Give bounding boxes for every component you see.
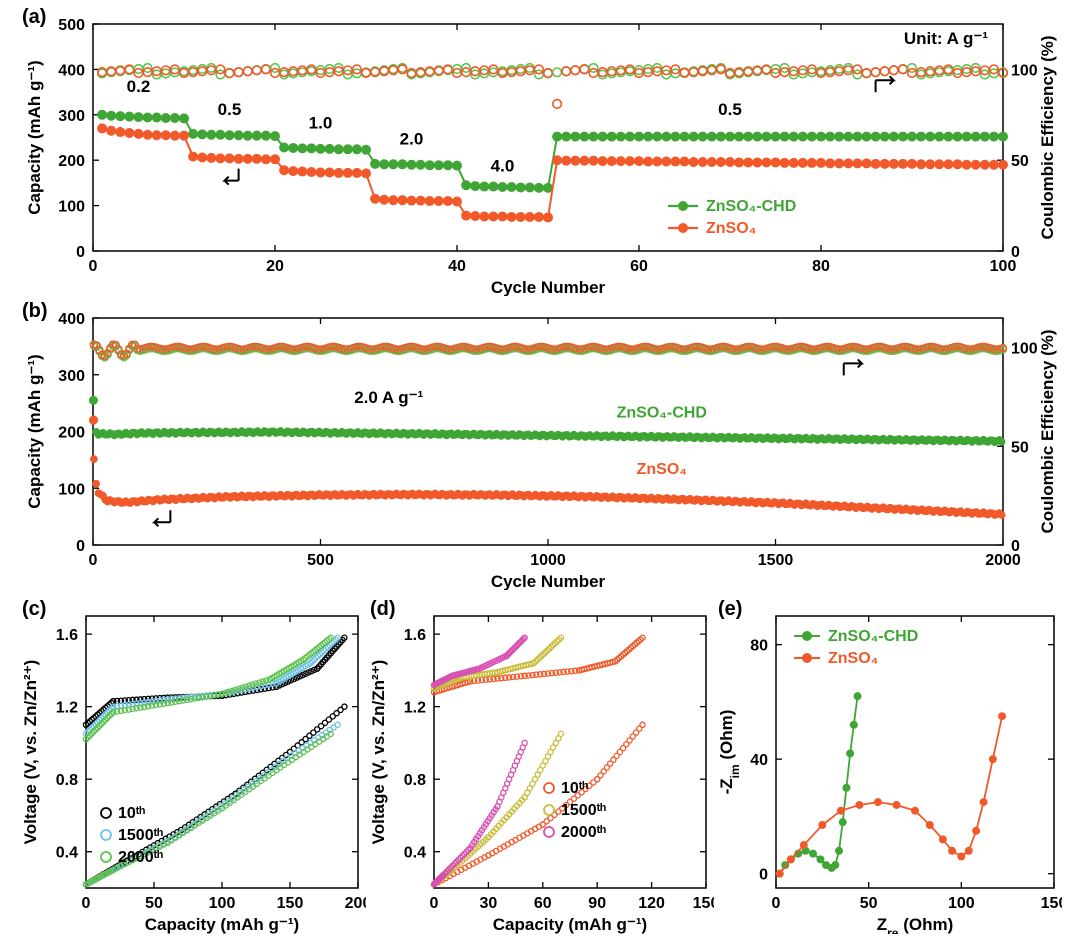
svg-text:Capacity (mAh g⁻¹): Capacity (mAh g⁻¹) — [493, 915, 647, 934]
svg-text:ZnSO₄: ZnSO₄ — [706, 220, 756, 237]
svg-text:Capacity (mAh g⁻¹): Capacity (mAh g⁻¹) — [25, 60, 44, 214]
svg-text:60: 60 — [630, 258, 648, 275]
panel-d: (d) 0 30 60 90 120 150 0.4 0.8 1.2 1.6 Capacity (m… — [366, 598, 714, 934]
svg-text:2000ᵗʰ: 2000ᵗʰ — [561, 824, 606, 841]
panel-c: (c) 0 50 100 150 200 0.4 0.8 1.2 1.6 Capacity (mA… — [18, 598, 366, 934]
svg-text:150: 150 — [1041, 895, 1062, 912]
svg-text:60: 60 — [534, 895, 552, 912]
svg-text:200: 200 — [58, 153, 85, 170]
svg-text:100: 100 — [948, 895, 975, 912]
svg-text:2.0: 2.0 — [400, 129, 424, 148]
svg-text:ZnSO₄-CHD: ZnSO₄-CHD — [828, 628, 918, 645]
svg-text:20: 20 — [266, 258, 284, 275]
panel-a-label: (a) — [22, 6, 46, 29]
svg-text:100: 100 — [58, 199, 85, 216]
svg-text:0: 0 — [82, 895, 91, 912]
svg-text:0: 0 — [89, 552, 98, 569]
svg-text:400: 400 — [58, 311, 85, 328]
svg-text:50: 50 — [1011, 153, 1029, 170]
svg-text:0: 0 — [1011, 244, 1020, 261]
svg-text:Coulombic Efficiency (%): Coulombic Efficiency (%) — [1038, 329, 1057, 533]
svg-text:100: 100 — [58, 481, 85, 498]
panel-a: (a) 0204060801000100200300400500050100Cy… — [18, 6, 1062, 296]
svg-text:Voltage (V, vs. Zn/Zn²⁺): Voltage (V, vs. Zn/Zn²⁺) — [21, 660, 40, 845]
svg-text:0.8: 0.8 — [404, 772, 426, 789]
svg-text:Coulombic Efficiency (%): Coulombic Efficiency (%) — [1038, 35, 1057, 239]
svg-text:-Zim (Ohm): -Zim (Ohm) — [717, 710, 742, 795]
svg-text:1.6: 1.6 — [56, 627, 78, 644]
svg-text:1.0: 1.0 — [309, 113, 333, 132]
svg-text:30: 30 — [480, 895, 498, 912]
panel-e-label: (e) — [718, 598, 742, 621]
svg-text:0.4: 0.4 — [56, 845, 78, 862]
svg-text:10ᵗʰ: 10ᵗʰ — [561, 780, 588, 797]
svg-text:50: 50 — [1011, 439, 1029, 456]
svg-text:200: 200 — [58, 425, 85, 442]
panel-b-label: (b) — [22, 300, 48, 323]
svg-text:ZnSO₄: ZnSO₄ — [828, 650, 878, 667]
svg-text:Capacity (mAh g⁻¹): Capacity (mAh g⁻¹) — [25, 354, 44, 508]
svg-text:2.0 A g⁻¹: 2.0 A g⁻¹ — [354, 388, 423, 407]
svg-text:0.5: 0.5 — [218, 100, 242, 119]
svg-text:1.2: 1.2 — [404, 700, 426, 717]
panel-b: (b) 05001000150020000100200300400050100C… — [18, 300, 1062, 590]
svg-text:Capacity (mAh g⁻¹): Capacity (mAh g⁻¹) — [145, 915, 299, 934]
svg-text:80: 80 — [812, 258, 830, 275]
svg-text:0.5: 0.5 — [718, 100, 742, 119]
svg-text:50: 50 — [860, 895, 878, 912]
svg-text:300: 300 — [58, 368, 85, 385]
svg-text:50: 50 — [145, 895, 163, 912]
svg-text:100: 100 — [1011, 62, 1038, 79]
svg-text:80: 80 — [750, 638, 768, 655]
figure: (a) 0204060801000100200300400500050100Cy… — [0, 0, 1080, 944]
svg-text:100: 100 — [209, 895, 236, 912]
svg-text:1500: 1500 — [758, 552, 794, 569]
panel-d-label: (d) — [370, 598, 396, 621]
svg-text:150: 150 — [277, 895, 304, 912]
svg-text:1500ᵗʰ: 1500ᵗʰ — [118, 827, 163, 844]
svg-text:1.6: 1.6 — [404, 627, 426, 644]
svg-text:Zre (Ohm): Zre (Ohm) — [877, 915, 954, 934]
svg-text:4.0: 4.0 — [491, 157, 515, 176]
svg-text:90: 90 — [588, 895, 606, 912]
svg-text:1.2: 1.2 — [56, 700, 78, 717]
svg-text:Cycle Number: Cycle Number — [491, 278, 606, 296]
svg-text:0.8: 0.8 — [56, 772, 78, 789]
svg-text:ZnSO₄-CHD: ZnSO₄-CHD — [617, 404, 707, 421]
svg-text:Cycle Number: Cycle Number — [491, 572, 606, 590]
svg-text:40: 40 — [750, 752, 768, 769]
svg-text:500: 500 — [307, 552, 334, 569]
svg-text:0: 0 — [772, 895, 781, 912]
svg-text:300: 300 — [58, 108, 85, 125]
svg-text:0: 0 — [759, 867, 768, 884]
svg-text:100: 100 — [1011, 341, 1038, 358]
svg-text:40: 40 — [448, 258, 466, 275]
svg-text:Voltage (V, vs. Zn/Zn²⁺): Voltage (V, vs. Zn/Zn²⁺) — [369, 660, 388, 845]
svg-text:0: 0 — [89, 258, 98, 275]
svg-text:ZnSO₄-CHD: ZnSO₄-CHD — [706, 198, 796, 215]
svg-text:0: 0 — [76, 538, 85, 555]
panel-e: (e) 0 50 100 150 0 40 80 Zre (Ohm) -Zim (Ohm) ZnS… — [714, 598, 1062, 934]
svg-text:400: 400 — [58, 62, 85, 79]
svg-text:2000ᵗʰ: 2000ᵗʰ — [118, 849, 163, 866]
svg-text:0: 0 — [76, 244, 85, 261]
svg-text:0: 0 — [1011, 538, 1020, 555]
svg-text:10ᵗʰ: 10ᵗʰ — [118, 805, 145, 822]
svg-text:500: 500 — [58, 17, 85, 34]
svg-text:200: 200 — [345, 895, 366, 912]
svg-text:1500ᵗʰ: 1500ᵗʰ — [561, 802, 606, 819]
svg-text:0: 0 — [430, 895, 439, 912]
svg-text:0.2: 0.2 — [127, 77, 151, 96]
svg-text:0.4: 0.4 — [404, 845, 426, 862]
svg-text:1000: 1000 — [530, 552, 566, 569]
svg-text:Unit: A g⁻¹: Unit: A g⁻¹ — [904, 29, 989, 48]
svg-text:ZnSO₄: ZnSO₄ — [637, 461, 687, 478]
panel-c-label: (c) — [22, 598, 46, 621]
svg-text:150: 150 — [693, 895, 714, 912]
svg-text:120: 120 — [638, 895, 665, 912]
